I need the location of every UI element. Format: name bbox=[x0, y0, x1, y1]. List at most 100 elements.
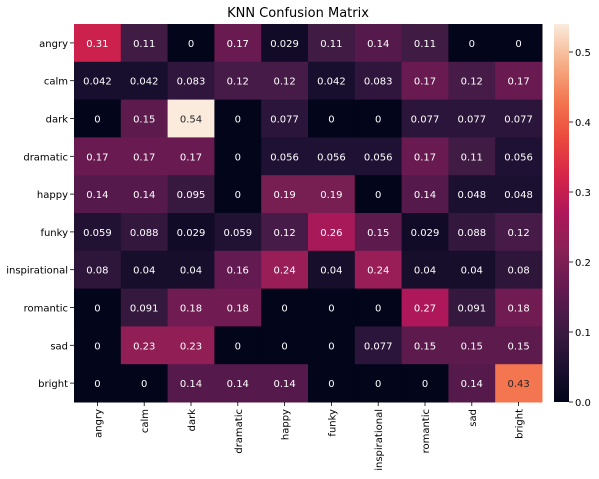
heatmap-cell bbox=[214, 288, 262, 327]
heatmap-cell bbox=[401, 61, 449, 101]
cell-value-label: 0.17 bbox=[227, 39, 249, 50]
heatmap-cell bbox=[308, 250, 356, 290]
heatmap-cell bbox=[214, 175, 262, 214]
cell-value-label: 0.12 bbox=[461, 77, 483, 88]
heatmap-cell bbox=[495, 24, 543, 63]
heatmap-cell bbox=[448, 250, 496, 290]
heatmap-cell bbox=[448, 288, 496, 327]
heatmap-cell bbox=[74, 213, 122, 252]
cell-value-label: 0.056 bbox=[270, 152, 299, 163]
heatmap-cell bbox=[401, 99, 449, 138]
cell-value-label: 0.08 bbox=[86, 266, 108, 277]
cell-value-label: 0.12 bbox=[273, 77, 295, 88]
heatmap-cell bbox=[74, 288, 122, 327]
cell-value-label: 0 bbox=[328, 341, 334, 352]
cell-value-label: 0.091 bbox=[457, 304, 486, 315]
heatmap-cell bbox=[448, 61, 496, 101]
x-tick-label: calm bbox=[140, 409, 151, 433]
heatmap-cell bbox=[495, 61, 543, 101]
heatmap-cell bbox=[354, 61, 403, 101]
heatmap-cell bbox=[261, 137, 309, 176]
heatmap-cell bbox=[214, 364, 262, 403]
cell-value-label: 0.077 bbox=[364, 341, 393, 352]
x-tick-label: angry bbox=[93, 409, 104, 438]
x-tick-label: happy bbox=[281, 409, 292, 440]
heatmap-cell bbox=[167, 364, 215, 403]
y-tick-label: romantic bbox=[24, 304, 68, 315]
cell-value-label: 0.54 bbox=[180, 115, 202, 126]
cell-value-label: 0 bbox=[235, 152, 241, 163]
x-tick-label: inspirational bbox=[374, 409, 385, 471]
heatmap-cell bbox=[401, 288, 449, 327]
y-tick-label: angry bbox=[39, 39, 68, 50]
heatmap-cell bbox=[495, 137, 543, 176]
heatmap-cell bbox=[495, 213, 543, 252]
heatmap-cell bbox=[448, 326, 496, 365]
colorbar-tick-label: 0.2 bbox=[575, 258, 591, 269]
colorbar: 0.0 0.1 0.2 0.3 0.4 0.5 bbox=[554, 24, 591, 409]
cell-value-label: 0.14 bbox=[414, 190, 436, 201]
cell-value-label: 0.077 bbox=[270, 115, 299, 126]
heatmap-cell bbox=[495, 364, 543, 403]
heatmap-cell bbox=[120, 364, 169, 403]
heatmap-cell bbox=[120, 24, 169, 63]
cell-value-label: 0 bbox=[375, 115, 381, 126]
heatmap-cell bbox=[495, 99, 543, 138]
heatmap-cell bbox=[214, 99, 262, 138]
y-tick-label: dark bbox=[46, 115, 69, 126]
heatmap-cell bbox=[308, 364, 356, 403]
heatmap-cell bbox=[354, 24, 403, 63]
cell-value-label: 0.04 bbox=[180, 266, 202, 277]
heatmap-cell bbox=[308, 213, 356, 252]
heatmap-cell bbox=[214, 61, 262, 101]
heatmap-cell bbox=[448, 364, 496, 403]
cell-value-label: 0.04 bbox=[414, 266, 436, 277]
cell-value-label: 0.059 bbox=[223, 228, 252, 239]
cell-value-label: 0.095 bbox=[177, 190, 206, 201]
cell-value-label: 0 bbox=[141, 379, 147, 390]
cell-value-label: 0.056 bbox=[504, 152, 533, 163]
cell-value-label: 0.029 bbox=[177, 228, 206, 239]
heatmap-cell bbox=[167, 326, 215, 365]
x-tick-label: funky bbox=[327, 409, 338, 437]
cell-value-label: 0.029 bbox=[270, 39, 299, 50]
cell-value-label: 0.24 bbox=[367, 266, 389, 277]
cell-value-label: 0.12 bbox=[273, 228, 295, 239]
heatmap-cell bbox=[401, 213, 449, 252]
heatmap-cell bbox=[448, 24, 496, 63]
heatmap-cell bbox=[74, 364, 122, 403]
heatmap-cell bbox=[74, 99, 122, 138]
cell-value-label: 0.14 bbox=[273, 379, 295, 390]
heatmap-cell bbox=[261, 364, 309, 403]
heatmap-cell bbox=[308, 137, 356, 176]
heatmap-cell bbox=[120, 61, 169, 101]
heatmap-cell bbox=[214, 213, 262, 252]
cell-value-label: 0 bbox=[375, 190, 381, 201]
cell-value-label: 0 bbox=[328, 115, 334, 126]
heatmap-cell bbox=[448, 175, 496, 214]
heatmap-cell bbox=[495, 326, 543, 365]
heatmap-cell bbox=[74, 24, 122, 63]
heatmap-cell bbox=[120, 213, 169, 252]
heatmap-cell bbox=[354, 99, 403, 138]
cell-value-label: 0.056 bbox=[364, 152, 393, 163]
heatmap-cell bbox=[308, 61, 356, 101]
cell-value-label: 0.17 bbox=[180, 152, 202, 163]
y-tick-label: bright bbox=[38, 379, 68, 390]
x-tick-labels: angry calm dark dramatic happy funky inspirati… bbox=[93, 402, 526, 471]
heatmap-cell bbox=[261, 288, 309, 327]
heatmap-cell bbox=[214, 24, 262, 63]
colorbar-tick-label: 0.3 bbox=[575, 188, 591, 199]
cell-value-label: 0 bbox=[375, 304, 381, 315]
cell-value-label: 0.077 bbox=[411, 115, 440, 126]
cell-value-label: 0.15 bbox=[461, 341, 483, 352]
cell-value-label: 0 bbox=[422, 379, 428, 390]
cell-value-label: 0 bbox=[281, 341, 287, 352]
cell-value-label: 0.056 bbox=[317, 152, 346, 163]
chart-title: KNN Confusion Matrix bbox=[227, 6, 369, 21]
cell-value-label: 0 bbox=[94, 115, 100, 126]
heatmap-cell bbox=[401, 364, 449, 403]
cell-value-label: 0.15 bbox=[414, 341, 436, 352]
heatmap-cell bbox=[401, 137, 449, 176]
